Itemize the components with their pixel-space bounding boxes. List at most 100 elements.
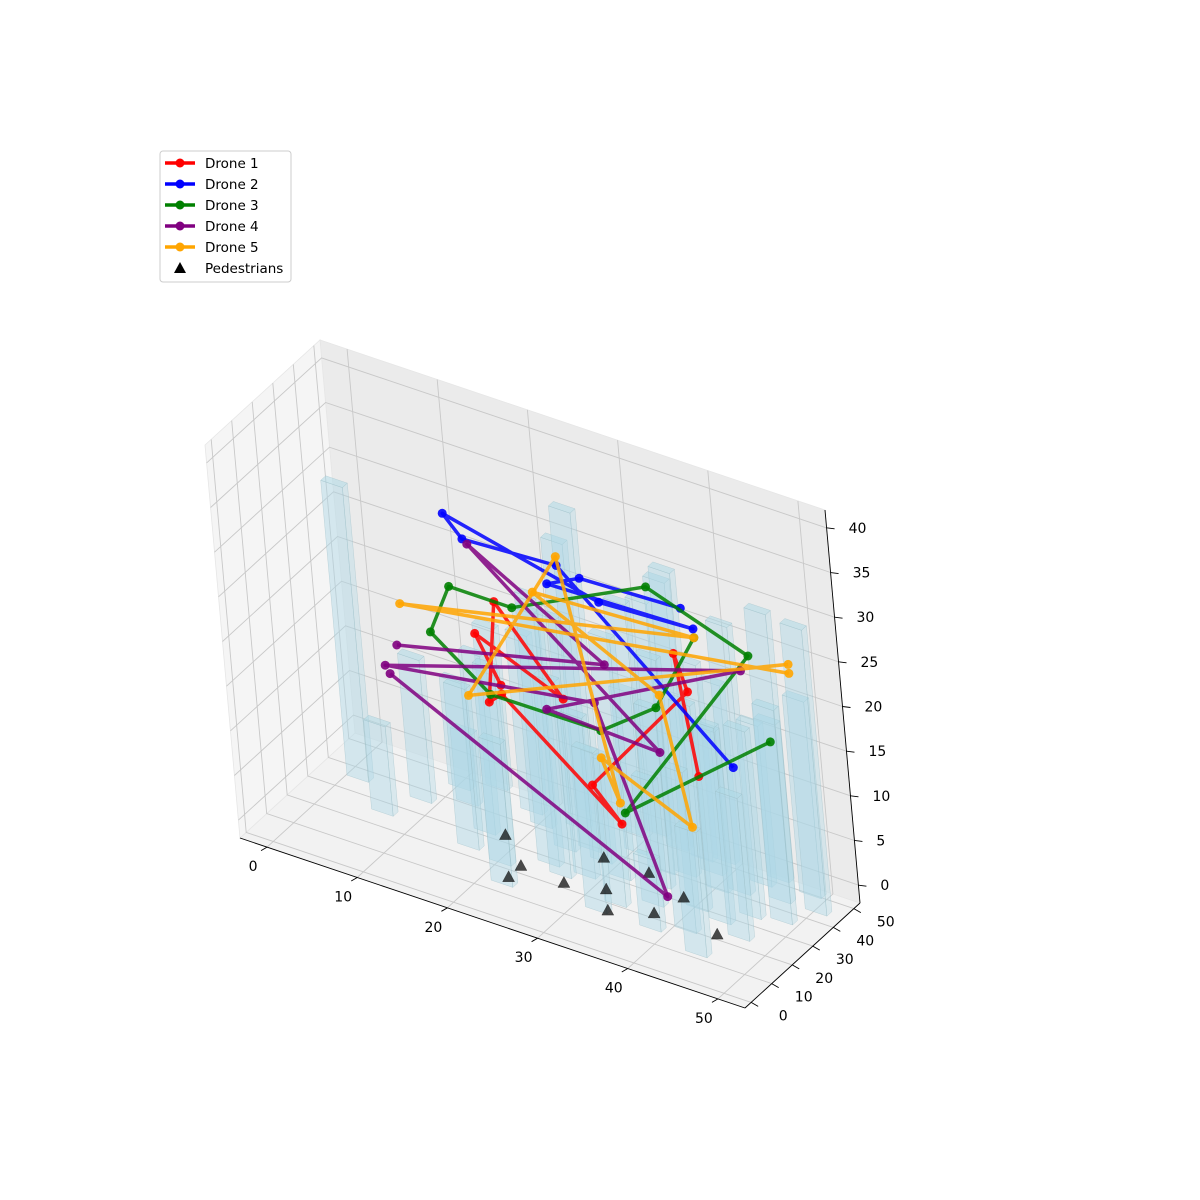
- y-tick-label: 50: [877, 915, 895, 931]
- x-axis-line: [239, 837, 746, 1009]
- grid-line-z: [226, 580, 847, 752]
- drone-waypoint: [688, 624, 698, 634]
- grid-line-y: [272, 383, 813, 947]
- pedestrian-marker: [498, 828, 512, 840]
- building-face: [647, 561, 675, 574]
- drone-waypoint: [743, 651, 753, 661]
- z-tick-label: 0: [880, 878, 889, 894]
- pedestrian-marker: [514, 858, 528, 871]
- drone-waypoint: [728, 763, 738, 773]
- drone-waypoint: [574, 573, 584, 583]
- building: [752, 713, 797, 905]
- z-tick-mark: [842, 706, 851, 708]
- building: [704, 615, 756, 897]
- building-face: [743, 602, 771, 616]
- legend-label: Pedestrians: [205, 261, 283, 277]
- pedestrians-layer: [498, 828, 724, 940]
- building-face: [752, 713, 781, 726]
- legend-marker-swatch: [175, 242, 185, 252]
- drone-waypoint: [620, 808, 630, 818]
- grid-line-x: [537, 440, 654, 939]
- building: [531, 670, 577, 880]
- z-tick-mark: [838, 661, 847, 664]
- x-tick-mark: [711, 998, 719, 1003]
- x-tick-mark: [621, 968, 628, 973]
- building-face: [570, 741, 599, 754]
- drone-waypoint: [462, 539, 472, 549]
- drone-waypoint: [596, 753, 606, 763]
- y-tick-label: 20: [815, 971, 833, 987]
- y-tick-label: 40: [856, 933, 874, 949]
- drone-waypoint: [550, 552, 560, 562]
- x-tick-mark: [531, 937, 538, 943]
- z-tick-mark: [854, 840, 863, 842]
- building-face: [781, 690, 810, 703]
- grid-line-z: [210, 401, 831, 573]
- legend-label: Drone 3: [205, 198, 259, 214]
- drone-waypoint: [617, 819, 627, 829]
- y-tick-label: 10: [795, 990, 813, 1006]
- drone-waypoint: [464, 690, 473, 700]
- building: [735, 714, 778, 888]
- x-tick-label: 50: [695, 1011, 713, 1027]
- z-tick-mark: [830, 572, 839, 574]
- z-tick-label: 5: [876, 834, 885, 850]
- drone-paths-layer: [380, 508, 794, 902]
- z-tick-mark: [858, 884, 867, 887]
- pedestrian-marker: [601, 903, 615, 916]
- building: [781, 690, 827, 900]
- drone-waypoint: [425, 627, 435, 637]
- grid-lines: [206, 345, 859, 1003]
- y-tick-mark: [812, 945, 820, 951]
- drone-waypoint: [542, 704, 552, 714]
- building: [320, 475, 374, 783]
- z-tick-label: 20: [865, 700, 883, 716]
- building-face: [442, 677, 471, 690]
- z-tick-mark: [846, 750, 855, 753]
- building-face: [478, 732, 506, 745]
- legend-marker-swatch: [175, 158, 185, 168]
- pedestrian-marker: [677, 890, 691, 903]
- x-tick-mark: [351, 877, 358, 882]
- x-tick-label: 20: [424, 920, 442, 936]
- building-face: [320, 475, 348, 488]
- y-tick-label: 0: [779, 1008, 788, 1024]
- drone-waypoint: [654, 690, 664, 700]
- grid-line-y: [251, 401, 793, 966]
- building-face: [642, 571, 670, 584]
- drone-waypoint: [594, 597, 604, 607]
- z-tick-label: 15: [869, 744, 887, 760]
- drone-waypoint: [663, 892, 673, 902]
- legend-label: Drone 5: [205, 240, 259, 256]
- y-tick-mark: [833, 926, 841, 932]
- legend-triangle-swatch: [174, 262, 186, 273]
- building: [751, 698, 798, 926]
- legend-entry: Drone 4: [165, 219, 259, 235]
- building: [673, 820, 713, 959]
- drone-waypoint: [784, 668, 794, 678]
- pedestrian-marker: [710, 927, 724, 940]
- drone-waypoint: [507, 603, 517, 613]
- drone-waypoint: [765, 737, 775, 747]
- z-tick-mark: [834, 616, 843, 619]
- drone-waypoint: [437, 508, 447, 518]
- x-tick-label: 40: [605, 981, 623, 997]
- z-tick-mark: [850, 795, 859, 798]
- drone-waypoint: [641, 582, 650, 592]
- drone-waypoint: [385, 669, 395, 679]
- z-tick-label: 25: [861, 655, 879, 671]
- pedestrian-marker: [502, 870, 516, 882]
- grid-line-x: [447, 409, 563, 909]
- drone-path-line: [383, 542, 743, 899]
- x-tick-label: 30: [515, 950, 533, 966]
- legend-marker-swatch: [175, 179, 185, 189]
- y-tick-mark: [792, 964, 800, 970]
- y-tick-label: 30: [836, 952, 854, 968]
- grid-line-x: [717, 500, 834, 1000]
- z-tick-label: 30: [857, 610, 875, 626]
- z-tick-label: 10: [873, 789, 891, 805]
- building-face: [602, 593, 630, 606]
- drone-waypoint: [444, 581, 454, 591]
- drone-waypoint: [783, 659, 793, 669]
- drone-waypoint: [542, 579, 552, 589]
